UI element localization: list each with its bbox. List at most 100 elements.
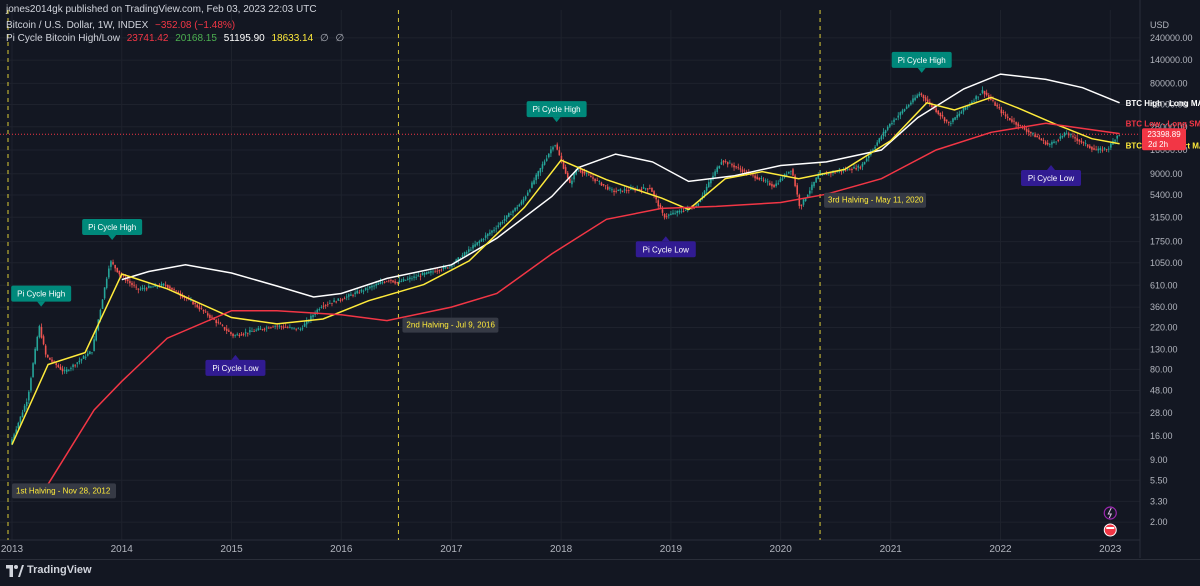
candle-body — [486, 233, 489, 237]
candle-body — [790, 170, 792, 172]
candle-body — [215, 320, 217, 324]
price-candle — [646, 188, 649, 193]
price-candle — [249, 326, 251, 336]
candle-body — [200, 308, 203, 309]
annotation-text: Pi Cycle High — [88, 223, 136, 232]
candle-body — [882, 131, 885, 137]
candle-body — [194, 302, 196, 304]
candle-body — [122, 275, 125, 277]
candle-body — [918, 93, 921, 96]
price-candle — [423, 271, 426, 278]
price-candle — [644, 187, 647, 191]
price-candle — [815, 177, 817, 183]
candle-body — [1040, 138, 1043, 141]
candle-body — [350, 294, 352, 296]
candle-body — [754, 175, 756, 179]
candle-body — [423, 273, 426, 275]
price-candle — [352, 293, 354, 298]
price-candle — [754, 172, 756, 182]
price-candle — [943, 116, 946, 124]
candle-body — [295, 328, 297, 330]
candle-body — [15, 429, 18, 434]
y-axis-tick-label: 28000.00 — [1150, 122, 1188, 132]
indicator-legend-row[interactable]: Pi Cycle Bitcoin High/Low 23741.42 20168… — [6, 33, 344, 44]
indicator-name: Pi Cycle Bitcoin High/Low — [6, 33, 120, 44]
candle-body — [756, 176, 759, 180]
price-candle — [30, 376, 32, 393]
price-candle — [114, 264, 116, 272]
halving-label: 2nd Halving - Jul 9, 2016 — [402, 317, 499, 333]
price-candle — [40, 323, 43, 339]
price-candle — [396, 281, 399, 285]
candle-body — [348, 294, 350, 297]
candle-body — [627, 190, 630, 191]
price-candle — [238, 332, 241, 338]
price-candle — [615, 187, 617, 194]
candle-body — [659, 204, 662, 208]
candle-body — [276, 325, 279, 327]
candle-body — [329, 303, 331, 305]
candle-body — [699, 199, 702, 203]
price-candle — [914, 94, 916, 102]
price-candle — [425, 271, 428, 275]
candle-body — [787, 171, 790, 174]
price-candle — [82, 355, 85, 360]
candle-body — [240, 334, 243, 336]
candle-body — [547, 153, 550, 158]
price-candle — [512, 209, 514, 217]
price-candle — [1101, 146, 1104, 153]
price-candle — [623, 186, 626, 194]
candle-body — [886, 126, 889, 130]
x-axis-tick-label: 2016 — [330, 544, 353, 555]
candle-body — [1097, 148, 1100, 151]
candle-body — [17, 422, 20, 429]
price-candle — [764, 178, 767, 183]
price-candle — [720, 158, 723, 165]
price-candle — [1095, 145, 1097, 151]
candle-body — [381, 282, 384, 284]
candle-body — [371, 285, 373, 288]
candle-body — [929, 101, 931, 104]
candle-body — [84, 356, 87, 358]
candle-body — [112, 262, 114, 265]
candle-body — [225, 328, 228, 331]
candle-body — [693, 207, 695, 209]
candle-body — [89, 351, 91, 355]
indicator-value: ∅ — [319, 33, 329, 44]
candle-body — [253, 331, 255, 333]
candle-body — [987, 95, 990, 98]
pi-cycle-high-label: Pi Cycle High — [526, 101, 587, 123]
price-candle — [926, 95, 929, 103]
us-flag-icon — [1103, 523, 1117, 537]
candle-body — [846, 168, 849, 170]
y-axis-tick-label: 2.00 — [1150, 517, 1168, 527]
price-candle — [333, 297, 335, 303]
price-candle — [240, 331, 243, 336]
candle-body — [985, 92, 988, 96]
candle-body — [849, 169, 851, 171]
candle-body — [166, 284, 169, 288]
price-candle — [232, 332, 234, 339]
candle-body — [1072, 135, 1074, 137]
candle-body — [981, 90, 984, 94]
price-candle — [65, 366, 68, 374]
price-candle — [781, 176, 784, 181]
candle-body — [1027, 130, 1030, 133]
candle-body — [474, 244, 476, 247]
price-candle — [541, 161, 544, 173]
annotation-text: Pi Cycle High — [533, 105, 581, 114]
candle-body — [1061, 135, 1064, 138]
candle-body — [543, 161, 546, 165]
x-axis-tick-label: 2021 — [880, 544, 903, 555]
candle-body — [46, 354, 49, 358]
price-candle — [303, 320, 306, 328]
us-flag-icon-circle — [1103, 523, 1117, 537]
symbol-title: Bitcoin / U.S. Dollar, 1W, INDEX — [6, 20, 149, 31]
candle-body — [996, 104, 998, 107]
halving-label-box — [12, 483, 116, 499]
price-candle — [486, 233, 489, 240]
candle-body — [571, 180, 573, 185]
price-candle — [649, 184, 651, 190]
